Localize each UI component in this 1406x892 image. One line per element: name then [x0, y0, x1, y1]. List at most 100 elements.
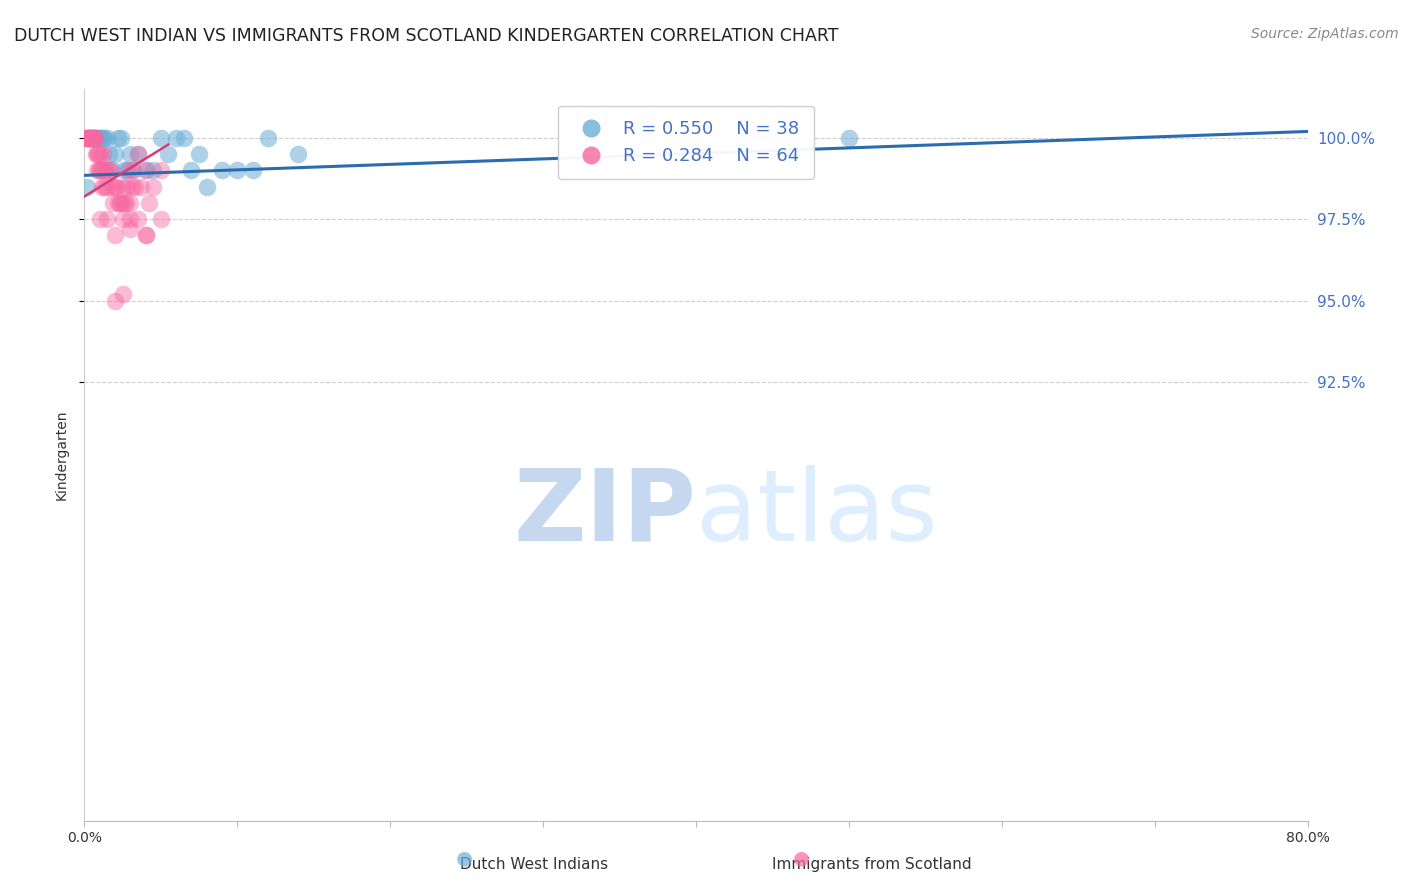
Point — [96, 131, 118, 145]
Text: Source: ZipAtlas.com: Source: ZipAtlas.com — [1251, 27, 1399, 41]
Point — [94, 163, 117, 178]
Point — [103, 196, 125, 211]
Point — [89, 212, 111, 227]
Point — [165, 131, 187, 145]
Point — [157, 147, 180, 161]
Point — [82, 131, 104, 145]
Point — [127, 147, 149, 161]
Point — [122, 163, 145, 178]
Point — [104, 147, 127, 161]
Point — [135, 228, 157, 243]
Point — [79, 131, 101, 145]
Point — [83, 131, 105, 145]
Point — [75, 131, 97, 145]
Point — [124, 179, 146, 194]
Text: Immigrants from Scotland: Immigrants from Scotland — [772, 857, 972, 872]
Point — [80, 131, 103, 145]
Point — [112, 163, 135, 178]
Point — [105, 179, 128, 194]
Point — [76, 179, 98, 194]
Point — [257, 131, 280, 145]
Point — [120, 222, 142, 236]
Point — [93, 147, 115, 161]
Point — [112, 196, 135, 211]
Point — [104, 293, 127, 308]
Point — [135, 228, 157, 243]
Point — [80, 131, 103, 145]
Point — [838, 131, 860, 145]
Point — [79, 131, 101, 145]
Point — [90, 163, 112, 178]
Point — [91, 131, 114, 145]
Point — [96, 179, 118, 194]
Point — [90, 131, 112, 145]
Point — [87, 131, 110, 145]
Point — [84, 147, 107, 161]
Point — [101, 163, 124, 178]
Point — [287, 147, 309, 161]
Legend: R = 0.550    N = 38, R = 0.284    N = 64: R = 0.550 N = 38, R = 0.284 N = 64 — [558, 105, 814, 179]
Point — [89, 163, 111, 178]
Point — [142, 179, 165, 194]
Point — [149, 163, 172, 178]
Text: atlas: atlas — [696, 465, 938, 562]
Point — [101, 179, 124, 194]
Point — [107, 196, 129, 211]
Point — [127, 212, 149, 227]
Point — [97, 163, 120, 178]
Point — [93, 131, 115, 145]
Point — [104, 179, 127, 194]
Point — [173, 131, 195, 145]
Point — [120, 147, 142, 161]
Point — [111, 179, 134, 194]
Point — [111, 212, 134, 227]
Point — [86, 163, 108, 178]
Point — [91, 179, 114, 194]
Point — [96, 212, 118, 227]
Point — [79, 131, 101, 145]
Y-axis label: Kindergarten: Kindergarten — [55, 409, 69, 500]
Point — [83, 131, 105, 145]
Point — [195, 179, 218, 194]
Point — [107, 131, 129, 145]
Point — [114, 196, 136, 211]
Point — [127, 147, 149, 161]
Point — [108, 196, 131, 211]
Text: DUTCH WEST INDIAN VS IMMIGRANTS FROM SCOTLAND KINDERGARTEN CORRELATION CHART: DUTCH WEST INDIAN VS IMMIGRANTS FROM SCO… — [14, 27, 838, 45]
Point — [110, 196, 132, 211]
Point — [87, 147, 110, 161]
Point — [76, 131, 98, 145]
Point — [142, 163, 165, 178]
Text: ZIP: ZIP — [513, 465, 696, 562]
Point — [84, 131, 107, 145]
Point — [120, 196, 142, 211]
Point — [77, 131, 100, 145]
Point — [118, 163, 141, 178]
Point — [110, 131, 132, 145]
Point — [77, 131, 100, 145]
Point — [115, 179, 138, 194]
Point — [89, 147, 111, 161]
Point — [89, 131, 111, 145]
Point — [135, 163, 157, 178]
Point — [122, 163, 145, 178]
Point — [98, 163, 121, 178]
Point — [77, 131, 100, 145]
Point — [226, 163, 249, 178]
Text: ●: ● — [456, 848, 472, 867]
Text: ●: ● — [793, 848, 810, 867]
Point — [86, 147, 108, 161]
Point — [97, 147, 120, 161]
Point — [111, 287, 134, 301]
Point — [115, 163, 138, 178]
Point — [94, 163, 117, 178]
Point — [87, 163, 110, 178]
Point — [149, 131, 172, 145]
Point — [120, 212, 142, 227]
Point — [83, 131, 105, 145]
Point — [84, 131, 107, 145]
Point — [242, 163, 264, 178]
Point — [188, 147, 211, 161]
Point — [76, 131, 98, 145]
Text: Dutch West Indians: Dutch West Indians — [460, 857, 609, 872]
